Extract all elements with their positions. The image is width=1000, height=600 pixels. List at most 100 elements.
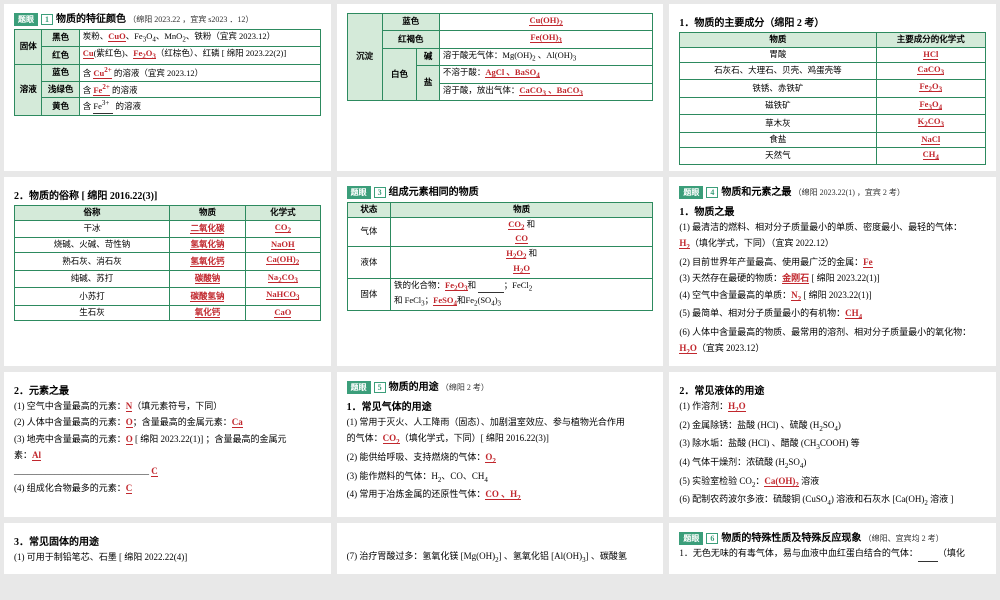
list-item: (3) 地壳中含量最高的元素：O [ 绵阳 2023.22(1)] ；含量最高的… bbox=[14, 432, 321, 447]
list-item: (6) 配制农药波尔多液：硫酸铜 (CuSO4) 溶液和石灰水 [Ca(OH)2… bbox=[679, 492, 986, 510]
cell: 红色 bbox=[42, 47, 79, 64]
panel-4-3: 题眼6物质的特殊性质及特殊反应现象 （绵阳、宜宾均 2 考） 1．无色无味的有毒… bbox=[669, 523, 996, 574]
panel-3-2: 题眼5物质的用途 （绵阳 2 考） 1．常见气体的用途 (1) 常用于灭火、人工… bbox=[337, 372, 664, 517]
panel-1-2: 沉淀蓝色Cu(OH)2 红褐色Fe(OH)3 白色碱溶于酸无气体：Mg(OH)2… bbox=[337, 4, 664, 171]
cell: 盐 bbox=[417, 66, 440, 101]
list-item: (4) 常用于冶炼金属的还原性气体：CO 、H2 bbox=[347, 487, 654, 505]
precipitate-table: 沉淀蓝色Cu(OH)2 红褐色Fe(OH)3 白色碱溶于酸无气体：Mg(OH)2… bbox=[347, 13, 654, 101]
panel-4-1: 3．常见固体的用途 (1) 可用于制铅笔芯、石墨 [ 绵阳 2022.22(4)… bbox=[4, 523, 331, 574]
list-item: (3) 除水垢：盐酸 (HCl) 、醋酸 (CH3COOH) 等 bbox=[679, 436, 986, 454]
citation: （绵阳、宜宾均 2 考） bbox=[864, 534, 944, 543]
cell: 食盐 bbox=[680, 132, 876, 147]
list-item: (1) 最清洁的燃料、相对分子质量最小的单质、密度最小、最轻的气体： bbox=[679, 220, 986, 235]
th: 物质 bbox=[391, 203, 653, 218]
num-badge: 4 bbox=[706, 187, 718, 198]
cell: H2O2 和H2O bbox=[391, 247, 653, 279]
section-title: 物质和元素之最 bbox=[721, 187, 791, 198]
list-item: H2（填化学式，下同）（宜宾 2022.12） bbox=[679, 236, 986, 254]
cell: CO2 和CO bbox=[391, 217, 653, 246]
cell: 溶于酸无气体：Mg(OH)2 、Al(OH)3 bbox=[439, 48, 652, 65]
list-item: (1) 空气中含量最高的元素：N（填元素符号，下同） bbox=[14, 399, 321, 414]
subtitle: 2．常见液体的用途 bbox=[679, 382, 986, 397]
cell: 蓝色 bbox=[382, 14, 439, 31]
num-badge: 1 bbox=[41, 14, 53, 25]
num-badge: 3 bbox=[374, 187, 386, 198]
cell: NaOH bbox=[245, 238, 320, 253]
cell: Na2CO3 bbox=[245, 270, 320, 287]
panel-1-1: 题眼1物质的特征颜色 （绵阳 2023.22 ，宜宾 s2023 ．12） 固体… bbox=[4, 4, 331, 171]
cell: 浅绿色 bbox=[42, 81, 79, 98]
cell: 黑色 bbox=[42, 30, 79, 47]
list-item: (3) 天然存在最硬的物质：金刚石 [ 绵阳 2023.22(1)] bbox=[679, 271, 986, 286]
row-header: 溶液 bbox=[15, 64, 42, 115]
cell: 胃酸 bbox=[680, 47, 876, 62]
section-title: 物质的特征颜色 bbox=[56, 14, 126, 25]
cell: Fe3O4 bbox=[876, 97, 985, 114]
tag-badge: 题眼 bbox=[347, 381, 371, 394]
cell: 氢氧化钠 bbox=[169, 238, 245, 253]
tag-badge: 题眼 bbox=[347, 186, 371, 199]
num-badge: 5 bbox=[374, 382, 386, 393]
list-item: (2) 目前世界年产量最高、使用最广泛的金属：Fe bbox=[679, 255, 986, 270]
subtitle: 2．元素之最 bbox=[14, 382, 321, 397]
alias-table: 俗称物质化学式 干冰二氧化碳CO2 烧碱、火碱、苛性钠氢氧化钠NaOH 熟石灰、… bbox=[14, 205, 321, 321]
cell: 石灰石、大理石、贝壳、鸡蛋壳等 bbox=[680, 62, 876, 79]
composition-table: 物质主要成分的化学式 胃酸HCl 石灰石、大理石、贝壳、鸡蛋壳等CaCO3 铁锈… bbox=[679, 32, 986, 165]
cell: 二氧化碳 bbox=[169, 220, 245, 237]
cell: K2CO3 bbox=[876, 115, 985, 132]
cell: CH4 bbox=[876, 147, 985, 164]
cell: 气体 bbox=[347, 217, 390, 246]
cell: 含 Fe2+ 的溶液 bbox=[79, 81, 320, 98]
section-title: 组成元素相同的物质 bbox=[389, 187, 479, 198]
list-item: (5) 实验室检验 CO2：Ca(OH)2 溶液 bbox=[679, 474, 986, 492]
cell: 含 Fe3+ 的溶液 bbox=[79, 98, 320, 116]
cell: NaCl bbox=[876, 132, 985, 147]
cell: 白色 bbox=[382, 48, 417, 100]
cell: 铁锈、赤铁矿 bbox=[680, 80, 876, 97]
page-grid: 题眼1物质的特征颜色 （绵阳 2023.22 ，宜宾 s2023 ．12） 固体… bbox=[0, 0, 1000, 578]
section-title: 物质的用途 bbox=[389, 382, 439, 393]
cell: 炭粉、CuO、Fe3O4、MnO2、铁粉（宜宾 2023.12） bbox=[79, 30, 320, 47]
section-title: 物质的特殊性质及特殊反应现象 bbox=[721, 533, 861, 544]
cell: Cu(紫红色)、Fe2O3（红棕色）、红磷 [ 绵阳 2023.22(2)] bbox=[79, 47, 320, 64]
cell: HCl bbox=[876, 47, 985, 62]
list-item: 的气体：CO2（填化学式，下同）[ 绵阳 2016.22(3)] bbox=[347, 431, 654, 449]
cell: Fe2O3 bbox=[876, 80, 985, 97]
cell: 不溶于酸：AgCl 、BaSO4 bbox=[439, 66, 652, 83]
list-item: (2) 能供给呼吸、支持燃烧的气体：O2 bbox=[347, 450, 654, 468]
list-item: ______________________________ C bbox=[14, 464, 321, 479]
cell: 纯碱、苏打 bbox=[15, 270, 170, 287]
tag-badge: 题眼 bbox=[679, 186, 703, 199]
panel-4-2: (7) 治疗胃酸过多：氢氧化镁 [Mg(OH)2] 、氢氧化铝 [Al(OH)3… bbox=[337, 523, 664, 574]
cell: 固体 bbox=[347, 279, 390, 311]
color-table-solid: 固体黑色炭粉、CuO、Fe3O4、MnO2、铁粉（宜宾 2023.12） 红色C… bbox=[14, 29, 321, 116]
row-header: 沉淀 bbox=[347, 14, 382, 101]
list-item: (4) 气体干燥剂：浓硫酸 (H2SO4) bbox=[679, 455, 986, 473]
cell: 磁铁矿 bbox=[680, 97, 876, 114]
panel-3-1: 2．元素之最 (1) 空气中含量最高的元素：N（填元素符号，下同） (2) 人体… bbox=[4, 372, 331, 517]
th: 状态 bbox=[347, 203, 390, 218]
cell: 干冰 bbox=[15, 220, 170, 237]
cell: 红褐色 bbox=[382, 31, 439, 48]
th: 俗称 bbox=[15, 206, 170, 221]
list-item: (1) 可用于制铅笔芯、石墨 [ 绵阳 2022.22(4)] bbox=[14, 550, 321, 565]
th: 化学式 bbox=[245, 206, 320, 221]
cell: 生石灰 bbox=[15, 305, 170, 320]
panel-2-3: 题眼4物质和元素之最 （绵阳 2023.22(1) ，宜宾 2 考） 1．物质之… bbox=[669, 177, 996, 366]
row-header: 固体 bbox=[15, 30, 42, 65]
subtitle: 1．物质的主要成分（绵阳 2 考） bbox=[679, 14, 986, 29]
cell: NaHCO3 bbox=[245, 288, 320, 305]
cell: Fe(OH)3 bbox=[439, 31, 652, 48]
cell: 黄色 bbox=[42, 98, 79, 116]
tag-badge: 题眼 bbox=[14, 13, 38, 26]
list-item: (1) 常用于灭火、人工降雨（固态）、加剧温室效应、参与植物光合作用 bbox=[347, 415, 654, 430]
cell: 液体 bbox=[347, 247, 390, 279]
citation: （绵阳 2023.22(1) ，宜宾 2 考） bbox=[794, 188, 905, 197]
state-table: 状态物质 气体CO2 和CO 液体H2O2 和H2O 固体铁的化合物：Fe2O3… bbox=[347, 202, 654, 311]
cell: 烧碱、火碱、苛性钠 bbox=[15, 238, 170, 253]
subtitle: 3．常见固体的用途 bbox=[14, 533, 321, 548]
cell: Cu(OH)2 bbox=[439, 14, 652, 31]
list-item: (7) 治疗胃酸过多：氢氧化镁 [Mg(OH)2] 、氢氧化铝 [Al(OH)3… bbox=[347, 549, 654, 567]
cell: 含 Cu2+ 的溶液（宜宾 2023.12） bbox=[79, 64, 320, 81]
cell: 蓝色 bbox=[42, 64, 79, 81]
